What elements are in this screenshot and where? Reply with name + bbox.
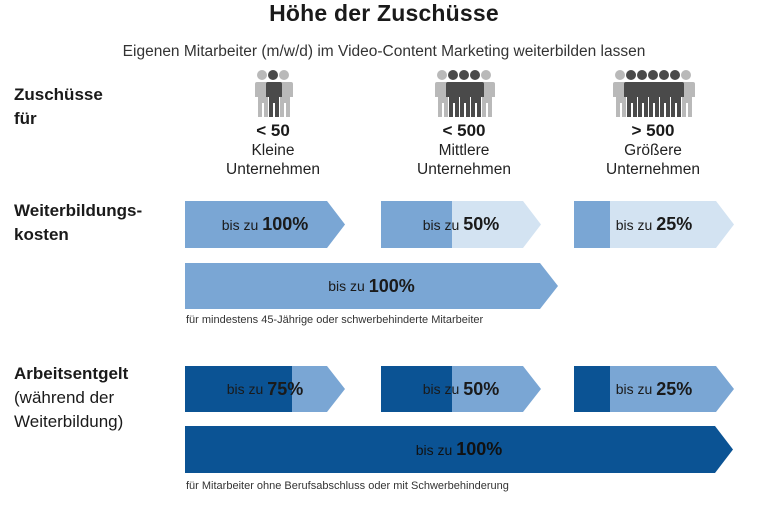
size-label: Kleine: [251, 142, 295, 159]
page-title: Höhe der Zuschüsse: [269, 0, 499, 26]
arrow-text: bis zu 100%: [185, 426, 733, 473]
prefix-text: bis zu: [226, 381, 264, 397]
arrow-text: bis zu 25%: [574, 201, 734, 248]
arrow-text: bis zu 75%: [185, 366, 345, 412]
arrow-ae-small: bis zu 75%: [185, 366, 345, 412]
size-number: < 500: [442, 121, 486, 140]
prefix-text: bis zu: [422, 381, 460, 397]
arrow-ae-large: bis zu 25%: [574, 366, 734, 412]
company-size-small: < 50 Kleine Unternehmen: [183, 69, 363, 179]
page-subtitle: Eigenen Mitarbeiter (m/w/d) im Video-Con…: [122, 43, 646, 60]
arrow-text: bis zu 25%: [574, 366, 734, 412]
company-size-large: > 500 Größere Unternehmen: [563, 69, 743, 179]
row-label-zuschuesse: Zuschüsse für: [14, 83, 103, 131]
person-icon: [457, 70, 473, 117]
size-label: Mittlere: [438, 142, 490, 159]
arrow-text: bis zu 100%: [185, 263, 558, 309]
arrow-text: bis zu 50%: [381, 201, 541, 248]
row-label-weiterbildung: Weiterbildungs- kosten: [14, 199, 142, 247]
person-icon: [646, 70, 662, 117]
row-label-line: Arbeitsentgelt: [14, 364, 129, 383]
size-label: Unternehmen: [417, 161, 511, 178]
arrow-fill: [185, 201, 345, 248]
row-label-line: Zuschüsse: [14, 85, 103, 104]
value-text: 100%: [262, 214, 309, 234]
row-label-arbeitsentgelt: Arbeitsentgelt (während der Weiterbildun…: [14, 362, 128, 434]
prefix-text: bis zu: [615, 216, 653, 233]
arrow-wb-small: bis zu 100%: [185, 201, 345, 248]
row-label-line: (während der: [14, 388, 115, 407]
prefix-text: bis zu: [422, 216, 460, 233]
value-text: 50%: [463, 214, 500, 234]
arrow-fill: [185, 366, 292, 412]
prefix-text: bis zu: [328, 278, 365, 294]
arrow-fill: [381, 201, 452, 248]
arrow-ae-medium: bis zu 50%: [381, 366, 541, 412]
note-weiterbildung: für mindestens 45-Jährige oder schwerbeh…: [186, 314, 484, 326]
row-label-line: Weiterbildungs-: [14, 201, 143, 220]
arrow-fill: [574, 201, 610, 248]
size-label: Unternehmen: [606, 161, 700, 178]
prefix-text: bis zu: [415, 441, 453, 458]
prefix-text: bis zu: [221, 216, 259, 233]
arrow-ae-full: bis zu 100%: [185, 426, 733, 473]
company-size-medium: < 500 Mittlere Unternehmen: [374, 69, 554, 179]
people-icon-small: [255, 70, 293, 117]
arrow-wb-large: bis zu 25%: [574, 201, 734, 248]
size-label: Unternehmen: [226, 161, 320, 178]
value-text: 50%: [463, 378, 500, 399]
value-text: 75%: [267, 378, 304, 399]
arrow-wb-medium: bis zu 50%: [381, 201, 541, 248]
person-icon: [266, 70, 282, 117]
value-text: 25%: [656, 214, 693, 234]
arrow-fill: [381, 366, 452, 412]
size-number: < 50: [256, 121, 290, 140]
row-label-line: Weiterbildung): [14, 412, 124, 431]
row-label-line: für: [14, 109, 37, 128]
arrow-fill: [574, 366, 610, 412]
arrow-wb-full: bis zu 100%: [185, 263, 558, 309]
note-arbeitsentgelt: für Mitarbeiter ohne Berufsabschluss ode…: [186, 480, 509, 492]
arrow-text: bis zu 100%: [185, 201, 345, 248]
size-label: Größere: [624, 142, 682, 159]
size-number: > 500: [631, 121, 675, 140]
arrow-text: bis zu 50%: [381, 366, 541, 412]
value-text: 25%: [656, 378, 693, 399]
row-label-line: kosten: [14, 225, 69, 244]
prefix-text: bis zu: [615, 381, 653, 397]
value-text: 100%: [368, 275, 415, 296]
value-text: 100%: [456, 439, 503, 459]
people-icon-medium: [435, 70, 495, 117]
people-icon-large: [613, 70, 695, 117]
